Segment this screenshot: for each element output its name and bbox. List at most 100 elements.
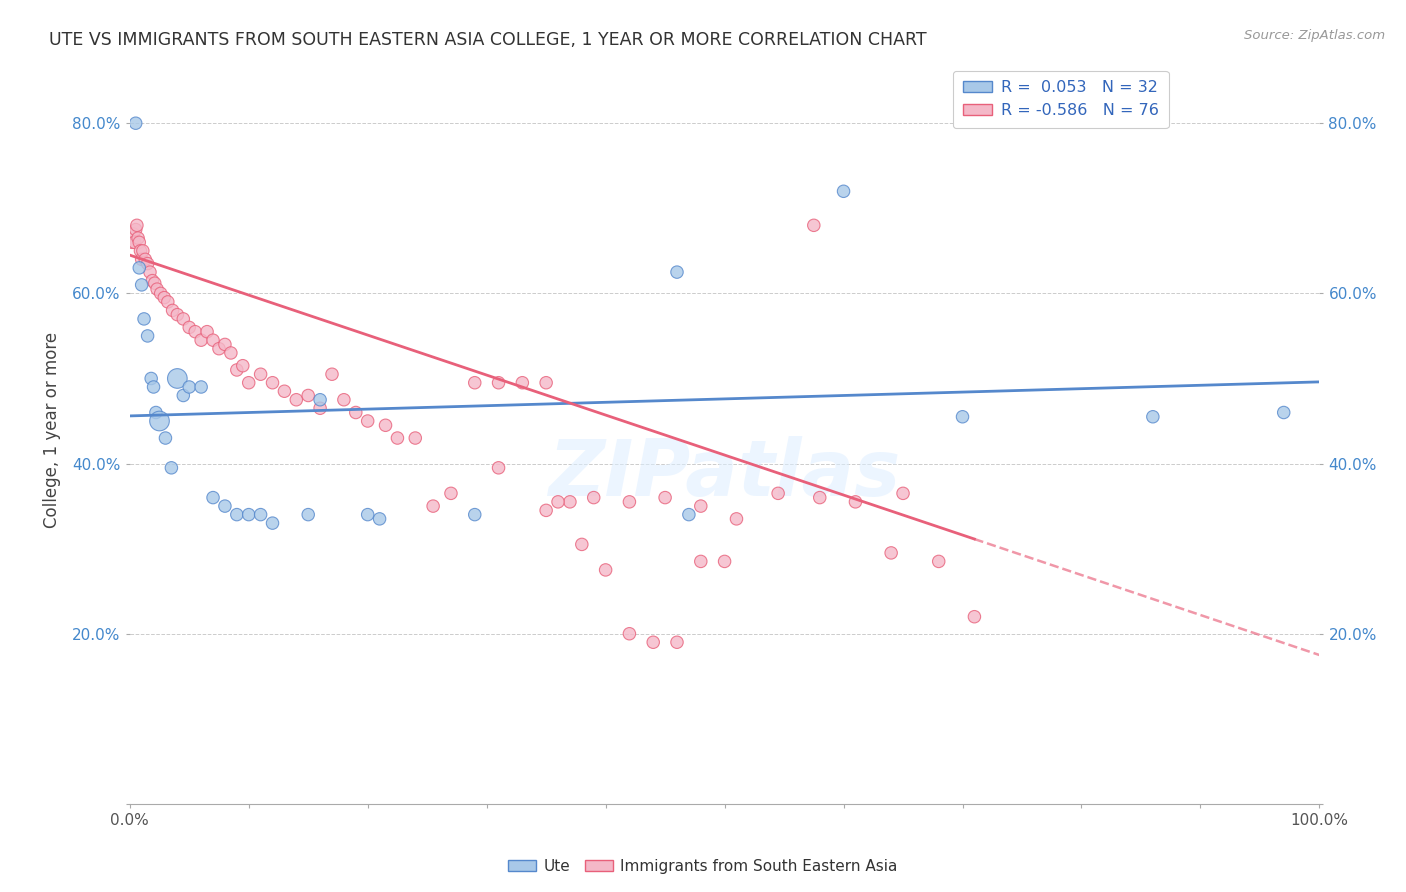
Point [238,508,260,522]
Point [547,495,569,509]
Point [1272,405,1295,419]
Point [321,368,343,382]
Point [344,405,367,419]
Point [142,380,165,394]
Point [1142,409,1164,424]
Point [225,508,247,522]
Text: Source: ZipAtlas.com: Source: ZipAtlas.com [1244,29,1385,42]
Point [162,303,184,318]
Point [136,257,159,271]
Point [127,231,149,245]
Point [179,320,201,334]
Point [129,244,152,258]
Point [262,516,284,530]
Point [184,325,207,339]
Point [558,495,581,509]
Point [122,227,145,241]
Point [619,495,641,509]
Point [262,376,284,390]
Text: ZIPatlas: ZIPatlas [548,436,901,512]
Point [202,333,225,347]
Point [143,276,166,290]
Legend: Ute, Immigrants from South Eastern Asia: Ute, Immigrants from South Eastern Asia [502,853,904,880]
Point [202,491,225,505]
Point [928,554,950,568]
Point [273,384,295,399]
Point [309,392,332,407]
Point [132,244,155,258]
Point [844,495,866,509]
Point [132,312,155,326]
Point [141,371,163,385]
Point [654,491,676,505]
Point [619,626,641,640]
Point [208,342,231,356]
Point [357,508,380,522]
Point [488,376,510,390]
Point [160,460,183,475]
Point [125,116,148,130]
Point [136,329,159,343]
Point [297,388,319,402]
Point [368,512,391,526]
Y-axis label: College, 1 year or more: College, 1 year or more [44,332,60,527]
Point [145,405,167,419]
Point [464,508,486,522]
Point [534,376,557,390]
Point [139,265,162,279]
Point [190,380,212,394]
Point [179,380,201,394]
Point [146,282,169,296]
Point [422,499,444,513]
Point [141,274,163,288]
Point [488,460,510,475]
Point [766,486,789,500]
Point [149,286,172,301]
Point [238,376,260,390]
Text: UTE VS IMMIGRANTS FROM SOUTH EASTERN ASIA COLLEGE, 1 YEAR OR MORE CORRELATION CH: UTE VS IMMIGRANTS FROM SOUTH EASTERN ASI… [49,31,927,49]
Point [333,392,356,407]
Point [124,235,146,250]
Point [297,508,319,522]
Point [125,222,148,236]
Point [225,363,247,377]
Point [595,563,617,577]
Point [232,359,254,373]
Point [374,418,396,433]
Point [131,277,153,292]
Point [249,508,271,522]
Point [689,554,711,568]
Point [689,499,711,513]
Point [643,635,665,649]
Point [131,252,153,267]
Point [195,325,218,339]
Point [963,609,986,624]
Point [891,486,914,500]
Point [512,376,534,390]
Point [808,491,831,505]
Point [172,312,194,326]
Point [713,554,735,568]
Point [148,414,170,428]
Point [404,431,426,445]
Point [134,252,156,267]
Point [440,486,463,500]
Point [128,260,150,275]
Point [190,333,212,347]
Point [125,219,148,233]
Point [153,291,176,305]
Point [582,491,605,505]
Point [832,184,855,198]
Point [803,219,825,233]
Point [571,537,593,551]
Point [156,294,179,309]
Point [357,414,380,428]
Point [309,401,332,416]
Point [249,368,271,382]
Point [464,376,486,390]
Point [214,499,236,513]
Point [166,308,188,322]
Legend: R =  0.053   N = 32, R = -0.586   N = 76: R = 0.053 N = 32, R = -0.586 N = 76 [953,70,1168,128]
Point [219,346,242,360]
Point [387,431,409,445]
